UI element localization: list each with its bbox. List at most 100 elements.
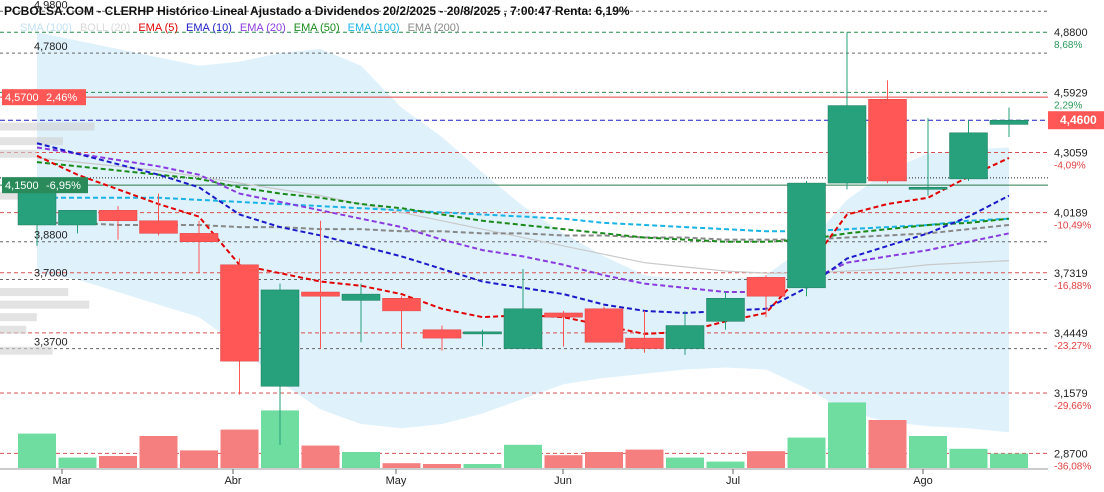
volume-bar	[625, 449, 664, 468]
left-price-label: 3,8800	[34, 230, 68, 242]
left-price-label: 3,7000	[34, 267, 68, 279]
candle-body	[868, 99, 907, 182]
low-pct: -6,95%	[46, 180, 81, 192]
right-axis-pct: -23,27%	[1054, 341, 1091, 352]
ema10-line	[36, 142, 1010, 314]
right-axis-price: 2,8700	[1054, 448, 1088, 460]
legend-item[interactable]: EMA (5)	[138, 22, 179, 34]
right-axis-pct: -4,09%	[1054, 161, 1086, 172]
legend-item[interactable]: EMA (50)	[293, 22, 340, 34]
right-axis-price: 3,1579	[1054, 388, 1088, 400]
volume-bar	[342, 452, 380, 468]
candle-body	[301, 291, 340, 297]
candle-body	[949, 132, 988, 180]
volume-bar	[585, 452, 623, 468]
current-price-badge	[1048, 111, 1104, 130]
volume-bar	[18, 433, 56, 468]
candle-body	[908, 187, 948, 190]
candle-body	[463, 331, 502, 335]
volume-bar	[706, 461, 745, 468]
volume-bars-layer	[18, 402, 1028, 468]
volume-bar	[382, 463, 421, 468]
legend-item[interactable]: EMA (10)	[186, 22, 232, 34]
legend-item[interactable]: EMA (20)	[239, 22, 286, 34]
reference-pct: 2,46%	[46, 92, 77, 104]
low-price: 4,1500	[5, 180, 39, 192]
candle-body	[746, 277, 786, 297]
low-badge	[2, 177, 88, 194]
volume-profile-bar	[0, 122, 95, 131]
volume-bar	[828, 402, 866, 468]
x-tick-label: Mar	[53, 475, 72, 487]
candle-body	[625, 337, 664, 349]
legend-item[interactable]: BOLL (20)	[79, 22, 131, 34]
x-tick-label: Jun	[554, 475, 572, 487]
sma-line	[36, 157, 1010, 274]
right-axis-pct: 2,29%	[1054, 100, 1082, 111]
candles-layer	[17, 32, 1029, 445]
volume-bar	[504, 444, 542, 468]
ema100-line	[37, 196, 1010, 233]
x-tick-label: Ago	[913, 475, 933, 487]
candle-body	[665, 325, 705, 349]
ema5-line	[36, 154, 1010, 335]
right-axis-price: 4,8800	[1054, 27, 1088, 39]
volume-bar	[544, 455, 583, 468]
candle-body	[139, 220, 178, 234]
right-axis-price: 4,0189	[1054, 208, 1088, 220]
candle-body	[341, 293, 381, 301]
left-labels-layer: 4,9800 4,7800 3,8800 3,7000 3,3700 4,5700 2,46…	[2, 0, 88, 349]
volume-profile-bar	[0, 300, 90, 309]
ema50-line	[36, 161, 1010, 243]
volume-profile-bar	[0, 313, 37, 322]
candle-body	[422, 329, 462, 339]
reference-price: 4,5700	[5, 92, 39, 104]
chart-title: PCBOLSA.COM - CLERHP Histórico Lineal Aj…	[4, 4, 630, 18]
volume-bar	[868, 420, 907, 468]
volume-bar	[301, 445, 340, 468]
right-axis-price: 3,7319	[1054, 268, 1088, 280]
current-price-label: 4,4600	[1060, 113, 1097, 127]
legend: SMA (100) BOLL (20) EMA (5) EMA (10) EMA (20…	[20, 22, 460, 34]
right-axis-pct: -36,08%	[1054, 461, 1091, 472]
candle-body	[827, 105, 867, 184]
right-axis-price: 4,3059	[1054, 148, 1088, 160]
volume-bar	[990, 453, 1028, 468]
candle-body	[98, 210, 138, 222]
candle-body	[584, 308, 624, 343]
volume-bar	[423, 464, 461, 468]
volume-bar	[747, 451, 785, 468]
volume-profile-bar	[0, 325, 27, 334]
volume-bar	[909, 436, 947, 468]
candle-body	[787, 182, 826, 289]
legend-item[interactable]: EMA (100)	[347, 22, 400, 34]
volume-profile-bar	[0, 346, 53, 355]
volume-bar	[787, 437, 826, 468]
legend-item[interactable]: SMA (100)	[20, 22, 72, 34]
right-axis-price: 4,5929	[1054, 87, 1088, 99]
candle-body	[260, 289, 300, 387]
ema20-line	[36, 146, 1010, 294]
volume-bar	[949, 448, 988, 468]
volume-bar	[666, 457, 704, 468]
volume-bar	[58, 457, 97, 468]
right-axis-price: 3,4449	[1054, 328, 1088, 340]
candle-body	[706, 298, 745, 322]
volume-bar	[220, 429, 259, 468]
right-axis-pct: -29,66%	[1054, 401, 1091, 412]
volume-profile-bar	[0, 149, 37, 158]
candle-body	[179, 233, 219, 242]
left-price-label: 4,7800	[34, 41, 68, 53]
left-price-label: 3,3700	[34, 337, 68, 349]
volume-profile-bar	[0, 288, 69, 297]
candle-body	[503, 308, 543, 349]
candle-body	[382, 298, 421, 312]
right-axis-pct: -16,88%	[1054, 281, 1091, 292]
volume-bar	[139, 436, 178, 468]
volume-bar	[99, 456, 137, 468]
legend-item[interactable]: EMA (200)	[407, 22, 460, 34]
candle-body	[544, 312, 583, 318]
x-axis-layer: Mar Abr May Jun Jul Ago	[0, 468, 1048, 487]
